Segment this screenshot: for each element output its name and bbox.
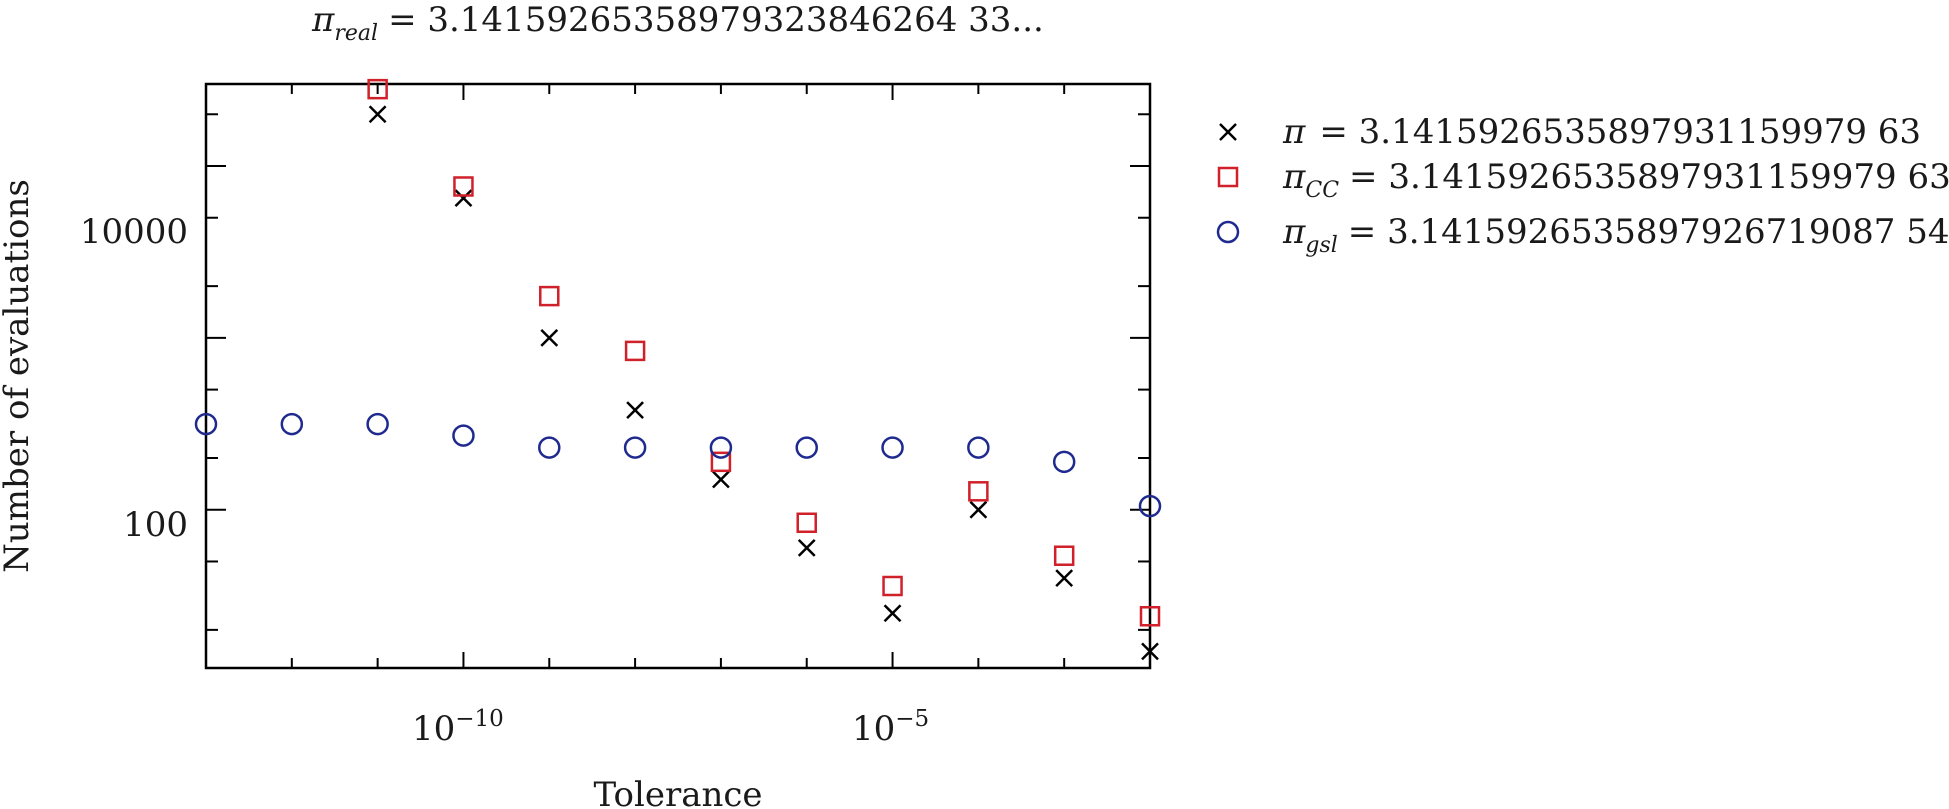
x-axis-ticks xyxy=(205,84,1151,668)
data-point-circle xyxy=(1052,450,1076,474)
x-tick-label: 10−10 xyxy=(412,706,504,749)
data-point-square xyxy=(367,78,388,100)
data-markers xyxy=(194,78,1162,661)
x-tick-label: 10−5 xyxy=(852,706,929,749)
data-point-x xyxy=(883,604,902,623)
data-point-x xyxy=(540,328,559,347)
data-point-circle xyxy=(366,412,389,436)
legend-marker-square xyxy=(1217,166,1239,188)
data-point-circle xyxy=(194,412,218,436)
data-point-circle xyxy=(1138,494,1162,518)
chart-title: πreal = 3.14159265358979323846264 33... xyxy=(311,0,1044,46)
data-point-square xyxy=(1053,545,1075,566)
title-symbol: π xyxy=(311,0,335,40)
legend-entry-label: π = 3.1415926535897931159979 63 xyxy=(1282,112,1921,152)
data-point-circle xyxy=(623,436,647,459)
data-point-square xyxy=(1139,606,1161,627)
plot-frame xyxy=(204,82,1152,670)
legend-marker-circle xyxy=(1216,220,1240,244)
data-point-circle xyxy=(709,436,733,459)
data-point-square xyxy=(968,481,989,502)
y-tick-label: 100 xyxy=(123,505,188,545)
data-point-circle xyxy=(538,436,561,459)
data-point-square xyxy=(453,176,474,197)
x-axis-label: Tolerance xyxy=(593,775,762,809)
data-point-x xyxy=(368,105,387,124)
title-value: = 3.14159265358979323846264 33... xyxy=(388,0,1044,40)
data-point-x xyxy=(626,401,644,419)
data-point-x xyxy=(1141,642,1159,661)
data-point-circle xyxy=(280,412,304,436)
title-subscript: real xyxy=(334,21,378,46)
data-point-circle xyxy=(795,436,818,459)
data-point-square xyxy=(796,512,817,534)
data-point-square xyxy=(882,575,903,597)
data-point-circle xyxy=(881,436,904,459)
y-axis-label: Number of evaluations xyxy=(0,179,37,573)
data-point-circle xyxy=(967,436,990,459)
legend-entry-label: πCC = 3.1415926535897931159979 63 xyxy=(1282,157,1949,203)
data-point-x xyxy=(1055,569,1074,588)
legend-entry-label: πgsl = 3.1415926535897926719087 54 xyxy=(1282,212,1949,258)
legend: π = 3.1415926535897931159979 63 πCC = 3.14… xyxy=(1216,112,1949,258)
legend-marker-x xyxy=(1219,123,1237,141)
data-point-x xyxy=(797,538,816,557)
y-axis-ticks xyxy=(206,113,1150,631)
data-point-x xyxy=(454,189,473,208)
data-point-x xyxy=(712,470,730,489)
data-point-square xyxy=(624,340,646,362)
y-tick-label: 10000 xyxy=(80,212,188,252)
data-point-circle xyxy=(452,424,475,447)
data-point-x xyxy=(969,500,988,519)
data-point-square xyxy=(710,451,732,473)
data-point-square xyxy=(539,285,560,307)
